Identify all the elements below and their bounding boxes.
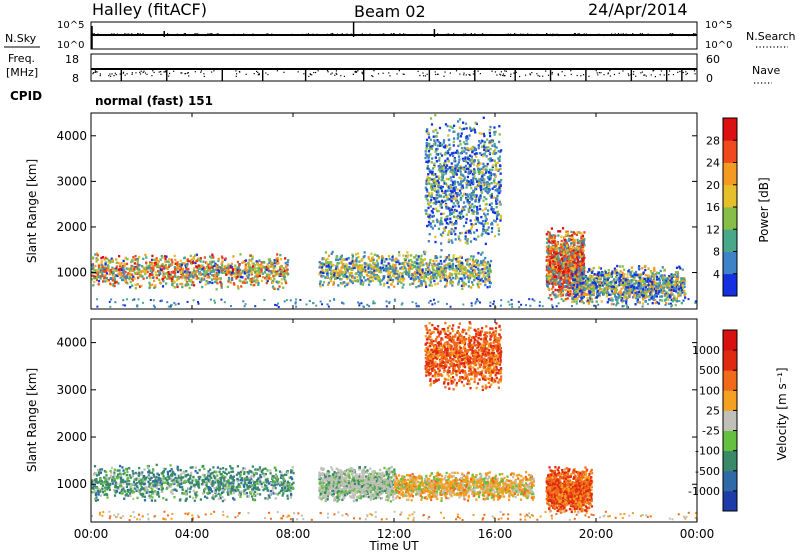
nave-tick-bottom: 0 — [706, 72, 713, 85]
cpid-label: CPID — [10, 89, 42, 103]
power-scatter — [91, 113, 697, 309]
colorbar-swatch — [723, 184, 737, 208]
velocity-colorbar-label: Velocity [m s⁻¹] — [775, 367, 789, 460]
x-tick-label: 04:00 — [175, 527, 210, 541]
colorbar-tick-label: -25 — [702, 425, 720, 438]
nave-tick-top: 60 — [706, 53, 720, 66]
colorbar-swatch — [723, 118, 737, 141]
colorbar-tick-label: 4 — [713, 268, 720, 281]
y-tick-label: 1000 — [56, 477, 87, 491]
velocity-panel: 1000 2000 3000 4000 Slant Range [km] — [25, 318, 698, 523]
y-tick-label: 1000 — [56, 266, 87, 280]
y-tick-label: 3000 — [56, 383, 87, 397]
velocity-colorbar: 1000 500 100 25 -25 -100 -500 -1000 — [688, 329, 738, 512]
date-title: 24/Apr/2014 — [588, 0, 688, 19]
x-tick-label: 00:00 — [680, 527, 715, 541]
colorbar-tick-label: 8 — [713, 246, 720, 259]
colorbar-swatch — [723, 370, 737, 391]
colorbar-swatch — [723, 350, 737, 371]
colorbar-swatch — [723, 251, 737, 275]
colorbar-swatch — [723, 390, 737, 411]
y-tick-label: 3000 — [56, 174, 87, 188]
noise-right-tick-bottom: 10^0 — [705, 40, 732, 51]
colorbar-swatch — [723, 229, 737, 252]
y-tick-label: 4000 — [56, 129, 87, 143]
colorbar-swatch — [723, 330, 737, 351]
colorbar-tick-label: -100 — [695, 445, 720, 458]
velocity-y-label: Slant Range [km] — [25, 368, 39, 472]
colorbar-swatch — [723, 162, 737, 186]
freq-label: Freq. — [8, 52, 35, 65]
power-y-axis: 1000 2000 3000 4000 — [56, 129, 697, 280]
noise-trace — [91, 22, 697, 49]
colorbar-swatch — [723, 140, 737, 163]
colorbar-tick-label: 24 — [706, 157, 720, 170]
time-axis: 00:00 04:00 08:00 12:00 16:00 20:00 00:00 — [74, 113, 715, 541]
noise-panel: N.Sky 10^5 10^0 10^5 10^0 N.Search — [4, 20, 796, 51]
noise-right-tick-top: 10^5 — [705, 20, 732, 31]
x-axis-label: Time UT — [368, 539, 419, 553]
freq-tick-top: 18 — [65, 53, 79, 66]
colorbar-tick-label: -500 — [695, 465, 720, 478]
y-tick-label: 2000 — [56, 220, 87, 234]
noise-sky-label: N.Sky — [5, 32, 37, 45]
cpid-mode: normal (fast) 151 — [95, 94, 213, 108]
x-tick-label: 00:00 — [74, 527, 109, 541]
colorbar-swatch — [723, 490, 737, 512]
power-y-label: Slant Range [km] — [25, 159, 39, 263]
colorbar-tick-label: 100 — [699, 384, 720, 397]
colorbar-swatch — [723, 470, 737, 492]
velocity-scatter — [91, 321, 698, 522]
colorbar-tick-label: 25 — [706, 404, 720, 417]
power-panel: 1000 2000 3000 4000 Slant Range [km] — [25, 112, 698, 310]
x-tick-label: 16:00 — [478, 527, 513, 541]
x-tick-label: 12:00 — [377, 527, 412, 541]
colorbar-tick-label: 500 — [699, 364, 720, 377]
x-tick-label: 08:00 — [276, 527, 311, 541]
colorbar-swatch — [723, 273, 737, 297]
frequency-panel: Freq. [MHz] 18 8 60 0 Nave — [6, 52, 780, 85]
colorbar-swatch — [723, 207, 737, 230]
station-title: Halley (fitACF) — [92, 0, 207, 19]
colorbar-tick-label: 16 — [706, 201, 720, 214]
noise-left-tick-top: 10^5 — [57, 20, 84, 31]
colorbar-swatch — [723, 410, 737, 431]
power-colorbar: 4 8 12 16 20 24 28 — [706, 117, 738, 297]
y-tick-label: 2000 — [56, 430, 87, 444]
velocity-y-axis: 1000 2000 3000 4000 — [56, 336, 697, 491]
colorbar-swatch — [723, 450, 737, 472]
freq-trace — [91, 68, 697, 81]
colorbar-swatch — [723, 430, 737, 452]
beam-title: Beam 02 — [354, 2, 426, 21]
noise-search-label: N.Search — [746, 30, 796, 43]
power-colorbar-label: Power [dB] — [757, 177, 771, 242]
colorbar-tick-label: 1000 — [692, 344, 720, 357]
x-tick-label: 20:00 — [579, 527, 614, 541]
colorbar-tick-label: 28 — [706, 134, 720, 147]
noise-left-tick-bottom: 10^0 — [57, 40, 84, 51]
colorbar-tick-label: 12 — [706, 223, 720, 236]
nave-label: Nave — [752, 64, 780, 77]
freq-unit-label: [MHz] — [6, 66, 38, 79]
colorbar-tick-label: -1000 — [688, 485, 720, 498]
y-tick-label: 4000 — [56, 336, 87, 350]
colorbar-tick-label: 20 — [706, 179, 720, 192]
freq-tick-bottom: 8 — [72, 72, 79, 85]
